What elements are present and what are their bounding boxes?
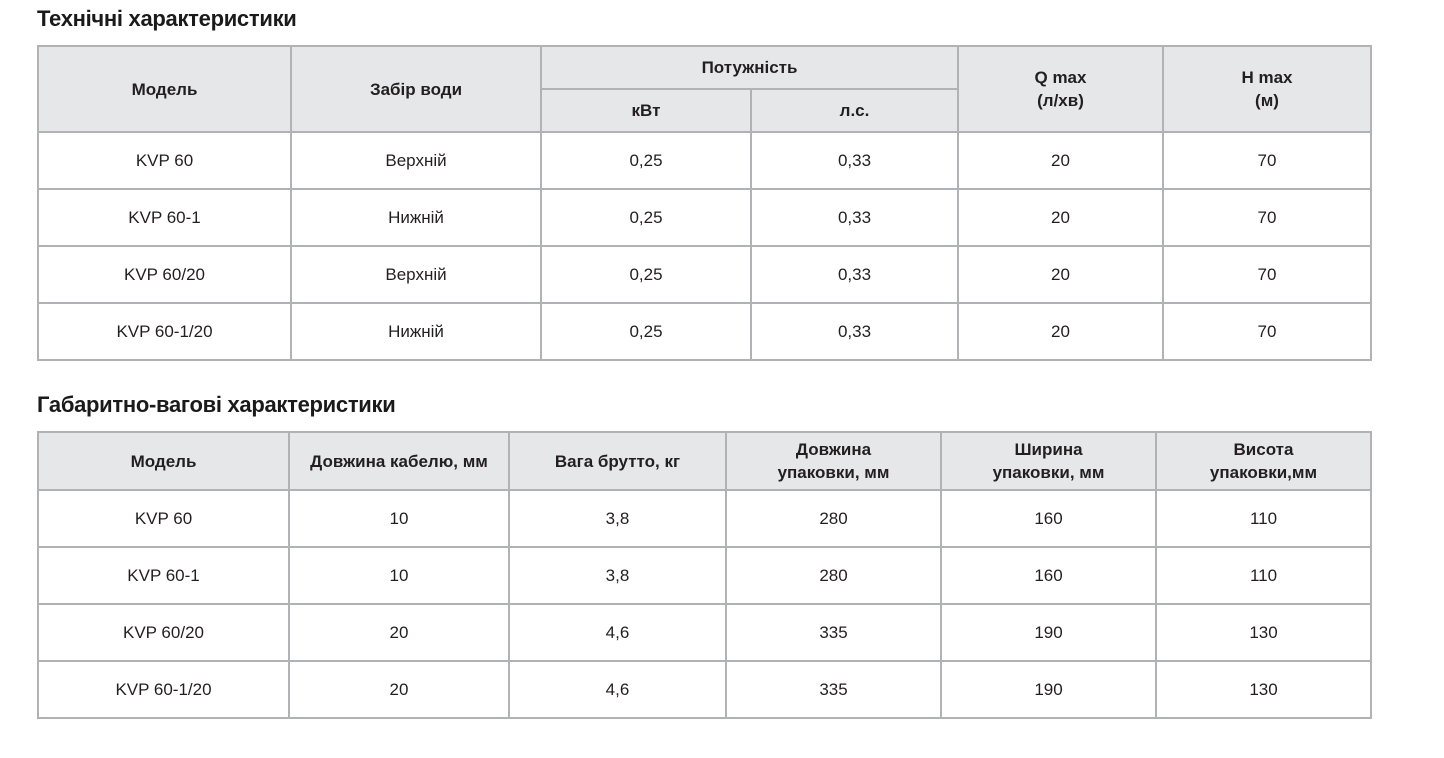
cell-pack-width: 160 bbox=[940, 546, 1157, 605]
col-header-pack-length: Довжина упаковки, мм bbox=[725, 431, 942, 491]
qmax-label-line2: (л/хв) bbox=[1037, 91, 1084, 110]
cell-power-kw: 0,25 bbox=[540, 302, 752, 361]
cell-pack-width: 160 bbox=[940, 489, 1157, 548]
table-row: KVP 60/20 Верхній 0,25 0,33 20 70 bbox=[37, 245, 1372, 304]
table-row: KVP 60/20 20 4,6 335 190 130 bbox=[37, 603, 1372, 662]
cell-pack-length: 335 bbox=[725, 660, 942, 719]
cell-gross-weight: 4,6 bbox=[508, 660, 727, 719]
cell-water-intake: Нижній bbox=[290, 188, 542, 247]
cell-power-kw: 0,25 bbox=[540, 188, 752, 247]
cell-cable-length: 20 bbox=[288, 660, 510, 719]
cell-power-hp: 0,33 bbox=[750, 188, 959, 247]
pack-width-line2: упаковки, мм bbox=[992, 463, 1105, 482]
cell-model: KVP 60-1 bbox=[37, 546, 290, 605]
cell-model: KVP 60 bbox=[37, 489, 290, 548]
cell-water-intake: Нижній bbox=[290, 302, 542, 361]
cell-model: KVP 60 bbox=[37, 131, 292, 190]
table-subheader-row: кВт л.с. bbox=[38, 88, 1371, 133]
table-header-row: Модель Забір води Потужність Q max (л/хв… bbox=[37, 45, 1372, 133]
cell-pack-height: 110 bbox=[1155, 546, 1372, 605]
col-header-gross-weight: Вага брутто, кг bbox=[508, 431, 727, 491]
pack-width-line1: Ширина bbox=[1014, 440, 1083, 459]
table-row: KVP 60 10 3,8 280 160 110 bbox=[37, 489, 1372, 548]
cell-pack-height: 110 bbox=[1155, 489, 1372, 548]
cell-model: KVP 60-1 bbox=[37, 188, 292, 247]
cell-pack-height: 130 bbox=[1155, 660, 1372, 719]
col-header-cable-length: Довжина кабелю, мм bbox=[288, 431, 510, 491]
table-row: KVP 60 Верхній 0,25 0,33 20 70 bbox=[37, 131, 1372, 190]
col-header-pack-width: Ширина упаковки, мм bbox=[940, 431, 1157, 491]
cell-hmax: 70 bbox=[1162, 245, 1372, 304]
table-row: KVP 60-1/20 20 4,6 335 190 130 bbox=[37, 660, 1372, 719]
technical-specs-table: Модель Забір води Потужність Q max (л/хв… bbox=[37, 45, 1372, 361]
col-header-hp: л.с. bbox=[750, 88, 959, 133]
hmax-label-line2: (м) bbox=[1255, 91, 1279, 110]
cell-gross-weight: 3,8 bbox=[508, 489, 727, 548]
cell-hmax: 70 bbox=[1162, 131, 1372, 190]
pack-height-line2: упаковки,мм bbox=[1209, 463, 1318, 482]
cell-power-kw: 0,25 bbox=[540, 131, 752, 190]
table-row: KVP 60-1/20 Нижній 0,25 0,33 20 70 bbox=[37, 302, 1372, 361]
pack-length-line1: Довжина bbox=[795, 440, 872, 459]
cell-qmax: 20 bbox=[957, 131, 1164, 190]
col-header-model: Модель bbox=[37, 431, 290, 491]
cell-pack-length: 280 bbox=[725, 489, 942, 548]
cell-pack-width: 190 bbox=[940, 660, 1157, 719]
cell-cable-length: 20 bbox=[288, 603, 510, 662]
cell-model: KVP 60-1/20 bbox=[37, 302, 292, 361]
cell-qmax: 20 bbox=[957, 302, 1164, 361]
cell-qmax: 20 bbox=[957, 188, 1164, 247]
cell-cable-length: 10 bbox=[288, 489, 510, 548]
table-header-row: Модель Довжина кабелю, мм Вага брутто, к… bbox=[37, 431, 1372, 491]
col-header-kw: кВт bbox=[540, 88, 752, 133]
pack-height-line1: Висота bbox=[1233, 440, 1294, 459]
cell-power-hp: 0,33 bbox=[750, 131, 959, 190]
section-title-technical: Технічні характеристики bbox=[37, 6, 297, 31]
col-header-pack-height: Висота упаковки,мм bbox=[1155, 431, 1372, 491]
col-header-water-intake: Забір води bbox=[290, 45, 542, 133]
qmax-label-line1: Q max bbox=[1034, 68, 1087, 87]
table-row: KVP 60-1 10 3,8 280 160 110 bbox=[37, 546, 1372, 605]
section-title-dimensions: Габаритно-вагові характеристики bbox=[37, 392, 396, 417]
cell-pack-height: 130 bbox=[1155, 603, 1372, 662]
col-header-hmax: H max (м) bbox=[1162, 45, 1372, 133]
cell-model: KVP 60/20 bbox=[37, 603, 290, 662]
page-content: Технічні характеристики Модель Забір вод… bbox=[37, 6, 1372, 719]
cell-power-hp: 0,33 bbox=[750, 302, 959, 361]
cell-water-intake: Верхній bbox=[290, 131, 542, 190]
hmax-label-line1: H max bbox=[1241, 68, 1293, 87]
col-header-qmax: Q max (л/хв) bbox=[957, 45, 1164, 133]
cell-gross-weight: 3,8 bbox=[508, 546, 727, 605]
cell-gross-weight: 4,6 bbox=[508, 603, 727, 662]
pack-length-line2: упаковки, мм bbox=[777, 463, 890, 482]
col-header-power-group: Потужність bbox=[540, 45, 959, 90]
cell-qmax: 20 bbox=[957, 245, 1164, 304]
cell-power-hp: 0,33 bbox=[750, 245, 959, 304]
cell-power-kw: 0,25 bbox=[540, 245, 752, 304]
cell-pack-length: 280 bbox=[725, 546, 942, 605]
cell-pack-length: 335 bbox=[725, 603, 942, 662]
dimensions-weight-table: Модель Довжина кабелю, мм Вага брутто, к… bbox=[37, 431, 1372, 719]
cell-hmax: 70 bbox=[1162, 188, 1372, 247]
cell-model: KVP 60-1/20 bbox=[37, 660, 290, 719]
cell-model: KVP 60/20 bbox=[37, 245, 292, 304]
cell-hmax: 70 bbox=[1162, 302, 1372, 361]
cell-water-intake: Верхній bbox=[290, 245, 542, 304]
col-header-model: Модель bbox=[37, 45, 292, 133]
cell-cable-length: 10 bbox=[288, 546, 510, 605]
table-row: KVP 60-1 Нижній 0,25 0,33 20 70 bbox=[37, 188, 1372, 247]
cell-pack-width: 190 bbox=[940, 603, 1157, 662]
